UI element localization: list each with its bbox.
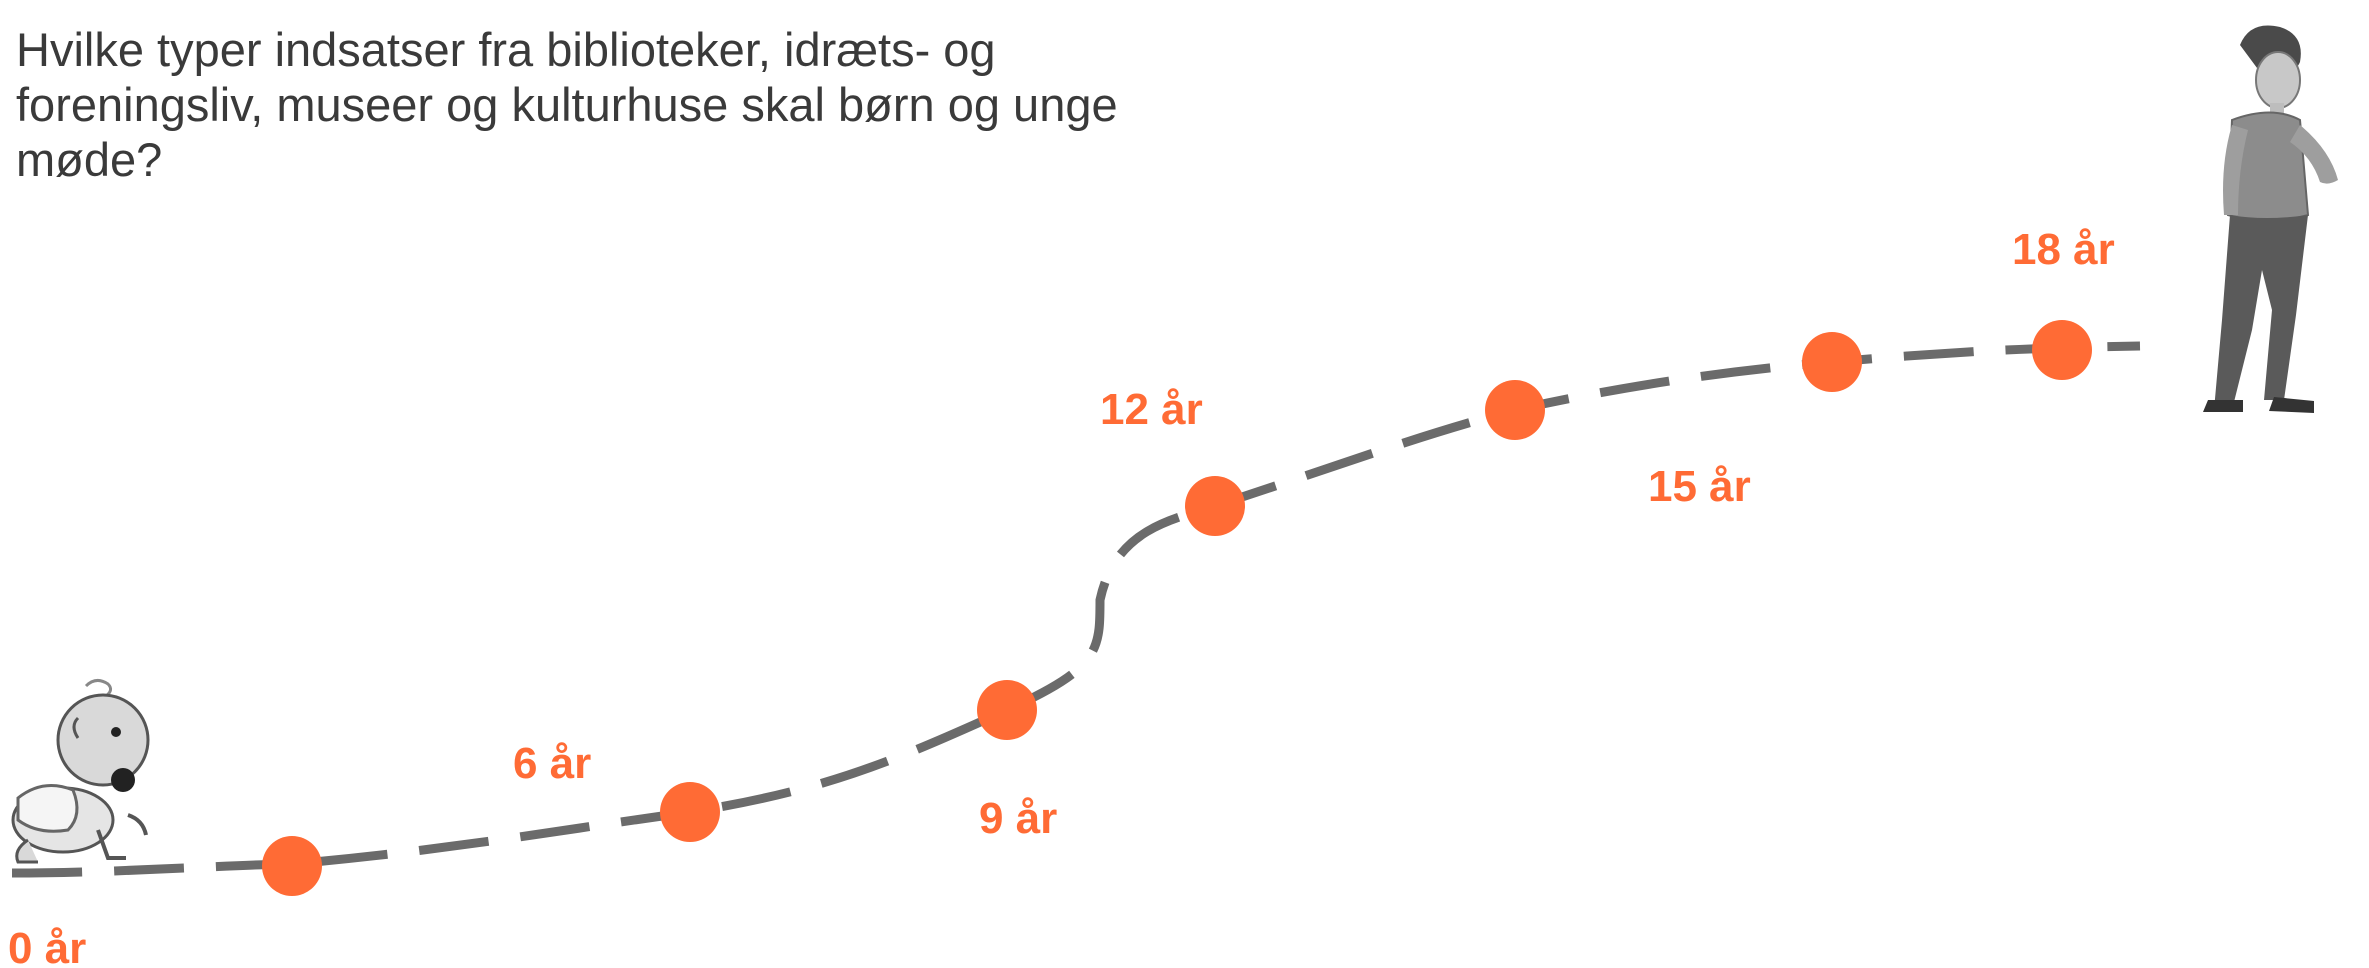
- milestone-dot: [1485, 380, 1545, 440]
- age-label: 9 år: [979, 794, 1057, 843]
- crawling-baby-icon: [13, 680, 148, 862]
- milestone-dot: [1185, 476, 1245, 536]
- age-label: 18 år: [2012, 225, 2115, 274]
- age-label: 6 år: [513, 739, 591, 788]
- age-label: 0 år: [8, 924, 86, 968]
- walking-teenager-icon: [2203, 25, 2338, 413]
- milestone-dot: [262, 836, 322, 896]
- milestone-dot: [2032, 320, 2092, 380]
- milestone-dot: [977, 680, 1037, 740]
- dashed-path-line: [12, 346, 2140, 873]
- milestone-dot: [660, 782, 720, 842]
- milestone-dot: [1802, 332, 1862, 392]
- age-label: 15 år: [1648, 462, 1751, 511]
- age-label: 12 år: [1100, 385, 1203, 434]
